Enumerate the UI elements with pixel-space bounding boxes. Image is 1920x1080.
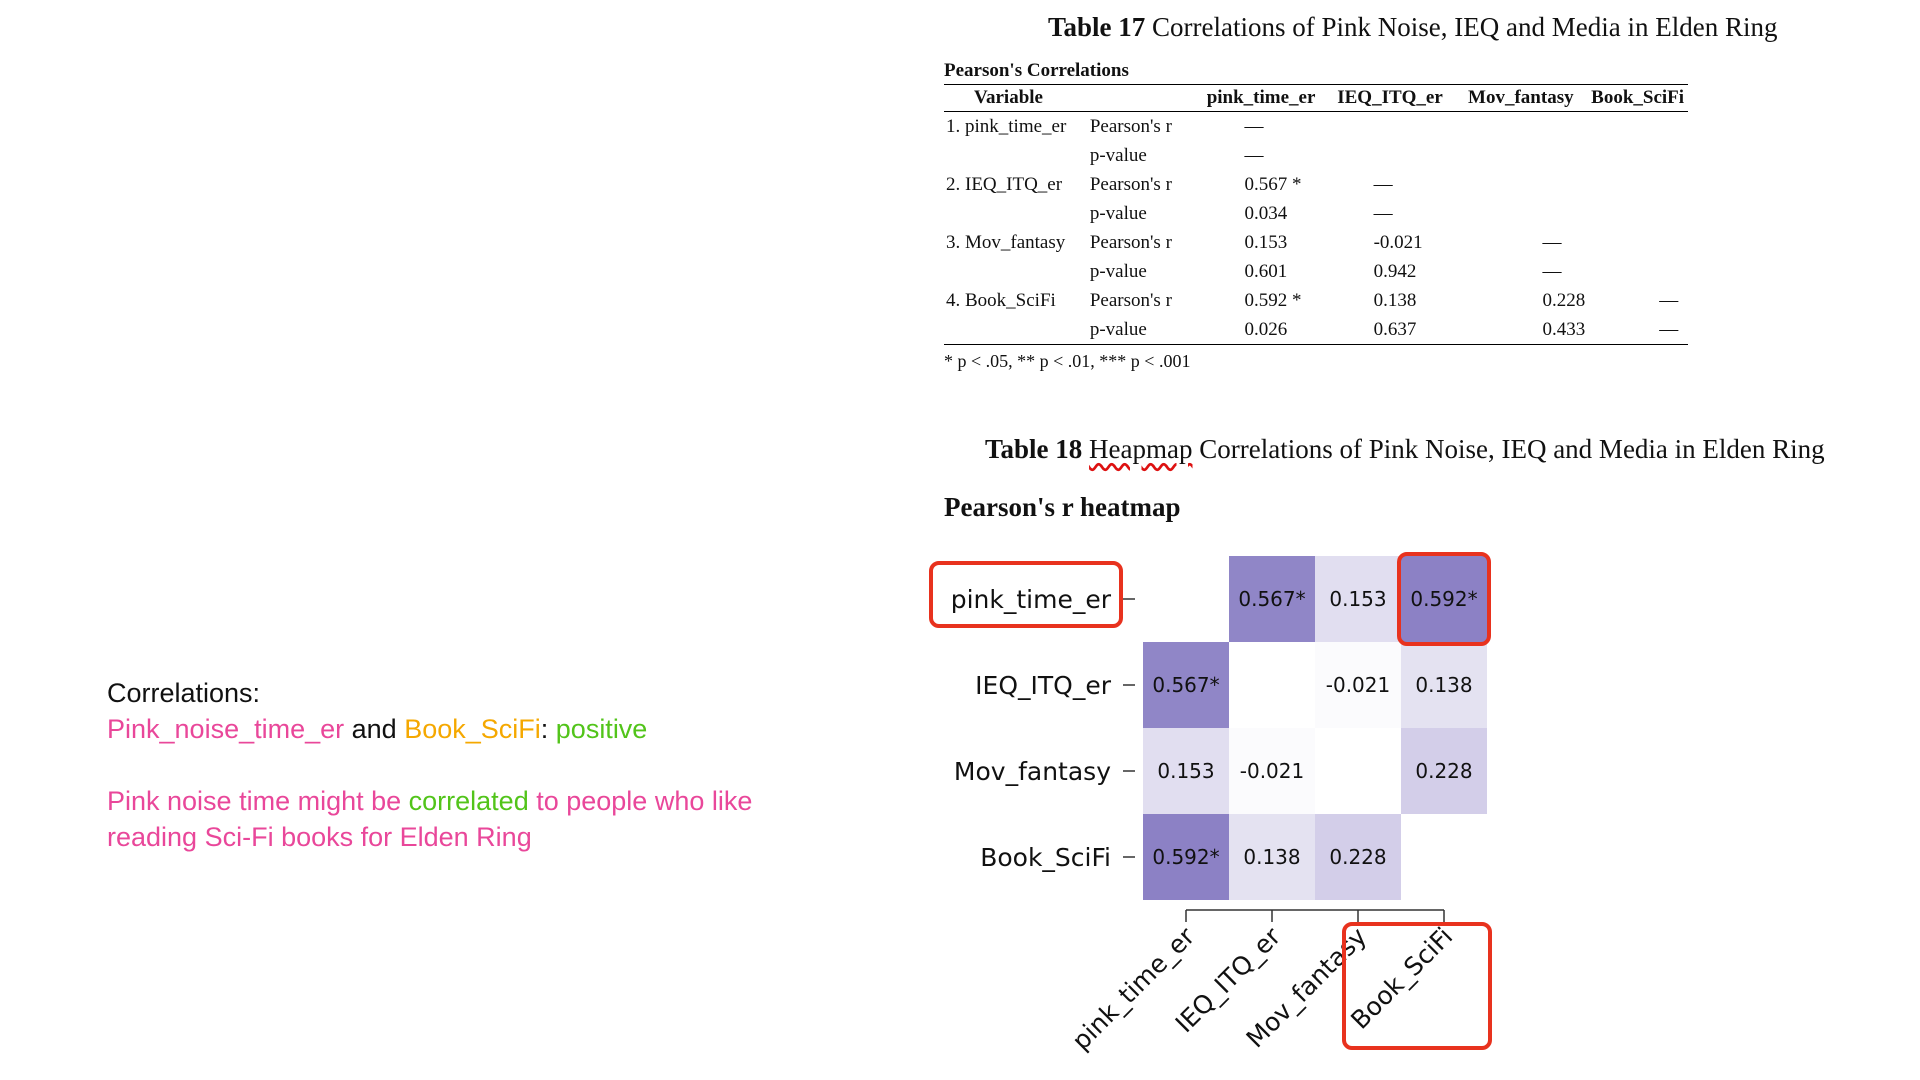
row-label-ieq-itq-er: IEQ_ITQ_er xyxy=(975,671,1112,700)
heatmap-cell-label: 0.153 xyxy=(1157,759,1214,783)
pair-b-text: Book_SciFi xyxy=(404,714,541,744)
table-row: p-value — xyxy=(944,141,1688,170)
table-footnote: * p < .05, ** p < .01, *** p < .001 xyxy=(944,351,1191,371)
value-cell: 0.153 xyxy=(1244,231,1288,253)
table-row: 2. IEQ_ITQ_er Pearson's r 0.567 * — xyxy=(944,170,1688,199)
statistic-cell: p-value xyxy=(1089,260,1147,282)
heatmap-cell xyxy=(1143,642,1229,728)
value-cell: 0.567 * xyxy=(1244,173,1302,195)
heatmap-cell xyxy=(1315,814,1401,900)
table18-caption: Table 18 Heapmap Correlations of Pink No… xyxy=(985,434,1825,464)
heatmap-cell xyxy=(1143,728,1229,814)
column-label-pink-time-er: pink_time_er xyxy=(1066,921,1200,1055)
heatmap-cell xyxy=(1229,728,1315,814)
highlight-row-pink-time-er xyxy=(929,561,1123,628)
spellcheck-word: Heapmap xyxy=(1089,434,1193,464)
heatmap-cell xyxy=(1229,814,1315,900)
heatmap-cell-label: 0.592* xyxy=(1152,845,1219,869)
notes-interpretation-line1: Pink noise time might be correlated to p… xyxy=(107,786,753,816)
heatmap-cell-label: 0.567* xyxy=(1238,587,1305,611)
heatmap-cell-label: 0.138 xyxy=(1415,673,1472,697)
value-cell: 0.601 xyxy=(1244,260,1288,282)
column-header: Book_SciFi xyxy=(1587,85,1688,112)
table-section-title: Pearson's Correlations xyxy=(944,60,1688,85)
heatmap-cell-label: 0.138 xyxy=(1243,845,1300,869)
column-header: Variable xyxy=(944,85,1088,112)
heatmap-cell xyxy=(1401,728,1487,814)
heatmap-cell xyxy=(1315,556,1401,642)
statistic-cell: p-value xyxy=(1089,202,1147,224)
table-row: 1. pink_time_er Pearson's r — xyxy=(944,112,1688,142)
value-cell: 0.592 * xyxy=(1244,289,1302,311)
heatmap-cell xyxy=(1229,556,1315,642)
value-cell: 0.433 xyxy=(1454,315,1588,345)
table-row: p-value 0.034 — xyxy=(944,199,1688,228)
value-cell: 0.026 xyxy=(1196,315,1326,345)
variable-cell: 3. Mov_fantasy xyxy=(946,231,1066,253)
column-header xyxy=(1087,85,1197,112)
variable-cell: 2. IEQ_ITQ_er xyxy=(946,173,1063,195)
heatmap-cell-label: 0.228 xyxy=(1415,759,1472,783)
value-cell: — xyxy=(1373,202,1393,224)
table-row: p-value 0.026 0.637 0.433— xyxy=(944,315,1688,345)
column-header: IEQ_ITQ_er xyxy=(1325,85,1455,112)
heatmap-cell-label: 0.228 xyxy=(1329,845,1386,869)
heatmap-cell-label: -0.021 xyxy=(1326,673,1390,697)
heatmap-cell-label: -0.021 xyxy=(1240,759,1304,783)
variable-cell: 1. pink_time_er xyxy=(946,115,1067,137)
heatmap-title: Pearson's r heatmap xyxy=(944,492,1181,522)
variable-cell xyxy=(944,315,1088,345)
column-header: pink_time_er xyxy=(1196,85,1326,112)
verdict-text: positive xyxy=(555,714,648,744)
value-cell: — xyxy=(1587,315,1688,345)
row-label-book-scifi: Book_SciFi xyxy=(980,843,1111,872)
statistic-cell: Pearson's r xyxy=(1089,115,1172,137)
heatmap-cell xyxy=(1315,642,1401,728)
heatmap-cell-label: 0.592* xyxy=(1410,587,1477,611)
heatmap-cell xyxy=(1143,814,1229,900)
value-cell: 0.228 xyxy=(1542,289,1586,311)
value-cell: -0.021 xyxy=(1373,231,1423,253)
statistic-cell: p-value xyxy=(1087,315,1197,345)
statistic-cell: Pearson's r xyxy=(1089,289,1172,311)
value-cell: — xyxy=(1542,231,1562,253)
notes-pair-line: Pink_noise_time_er and Book_SciFi: posit… xyxy=(107,714,648,744)
heatmap-cell xyxy=(1401,642,1487,728)
table-row: 4. Book_SciFi Pearson's r 0.592 * 0.138 0.22… xyxy=(944,286,1688,315)
column-header: Mov_fantasy xyxy=(1454,85,1588,112)
notes-heading: Correlations: xyxy=(107,678,261,708)
heatmap-cell-label: 0.567* xyxy=(1152,673,1219,697)
table-row: p-value 0.601 0.942 — xyxy=(944,257,1688,286)
correlation-table: Pearson's Correlations Variable pink_time… xyxy=(944,60,1688,372)
value-cell: — xyxy=(1373,173,1393,195)
value-cell: — xyxy=(1244,115,1264,137)
statistic-cell: Pearson's r xyxy=(1089,173,1172,195)
highlight-column-book-scifi xyxy=(1342,922,1492,1050)
row-label-mov-fantasy: Mov_fantasy xyxy=(954,757,1111,786)
value-cell: 0.637 xyxy=(1325,315,1455,345)
pair-a-text: Pink_noise_time_er xyxy=(107,714,345,744)
value-cell: — xyxy=(1659,289,1679,311)
notes-panel: Correlations: Pink_noise_time_er and Boo… xyxy=(107,675,752,855)
pearson-table: Variable pink_time_er IEQ_ITQ_er Mov_fantas… xyxy=(944,85,1688,345)
value-cell: — xyxy=(1244,144,1264,166)
value-cell: — xyxy=(1542,260,1562,282)
statistic-cell: Pearson's r xyxy=(1089,231,1172,253)
value-cell: 0.138 xyxy=(1373,289,1417,311)
highlight-cell-pink-book xyxy=(1397,552,1491,646)
heatmap-cell-label: 0.153 xyxy=(1329,587,1386,611)
table17-caption: Table 17 Correlations of Pink Noise, IEQ… xyxy=(1048,12,1778,42)
table-row: 3. Mov_fantasy Pearson's r 0.153 -0.021 — xyxy=(944,228,1688,257)
heatmap-cell xyxy=(1401,556,1487,642)
value-cell: 0.942 xyxy=(1373,260,1417,282)
row-label-pink-time-er: pink_time_er xyxy=(951,585,1112,614)
statistic-cell: p-value xyxy=(1089,144,1147,166)
notes-interpretation-line2: reading Sci-Fi books for Elden Ring xyxy=(107,822,532,852)
variable-cell: 4. Book_SciFi xyxy=(946,289,1056,311)
value-cell: 0.034 xyxy=(1244,202,1288,224)
